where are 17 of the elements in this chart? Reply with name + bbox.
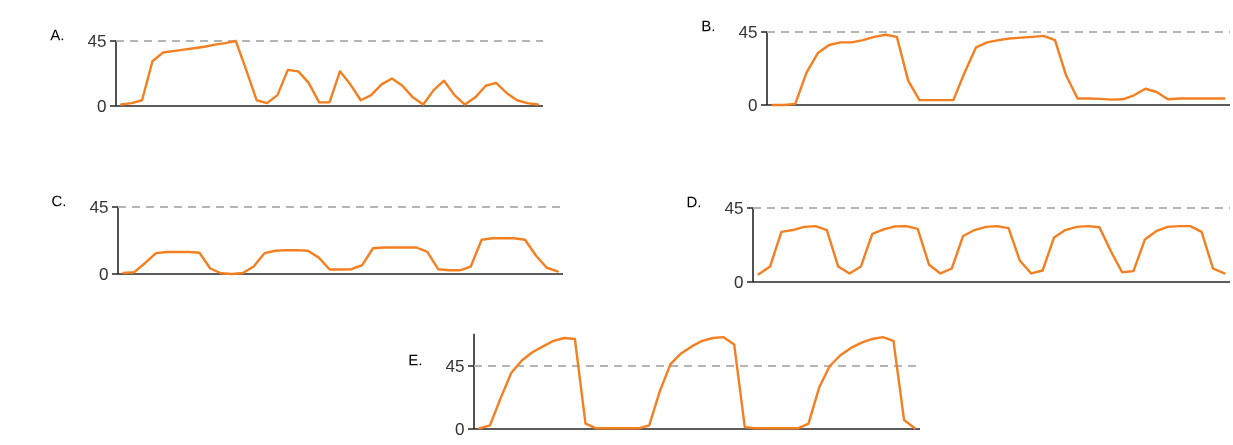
chart-title: C. bbox=[52, 195, 66, 207]
y-tick-label: 45 bbox=[87, 35, 106, 47]
y-tick-label: 45 bbox=[738, 26, 757, 38]
line-series bbox=[120, 39, 539, 106]
y-tick-label: 45 bbox=[445, 360, 464, 372]
y-tick-label: 0 bbox=[97, 99, 106, 113]
chart-title: B. bbox=[702, 20, 715, 32]
y-tick-label: 0 bbox=[748, 98, 757, 112]
line-series bbox=[757, 224, 1226, 276]
text: E. bbox=[409, 354, 422, 366]
y-tick-label: 0 bbox=[455, 422, 464, 436]
y-tick-label: 0 bbox=[734, 275, 743, 289]
chart-title: D. bbox=[687, 196, 701, 208]
chart-title: A. bbox=[50, 29, 64, 41]
y-tick-label: 45 bbox=[89, 201, 108, 213]
y-tick-label: 0 bbox=[99, 267, 108, 281]
y-tick-label: 45 bbox=[724, 202, 743, 214]
